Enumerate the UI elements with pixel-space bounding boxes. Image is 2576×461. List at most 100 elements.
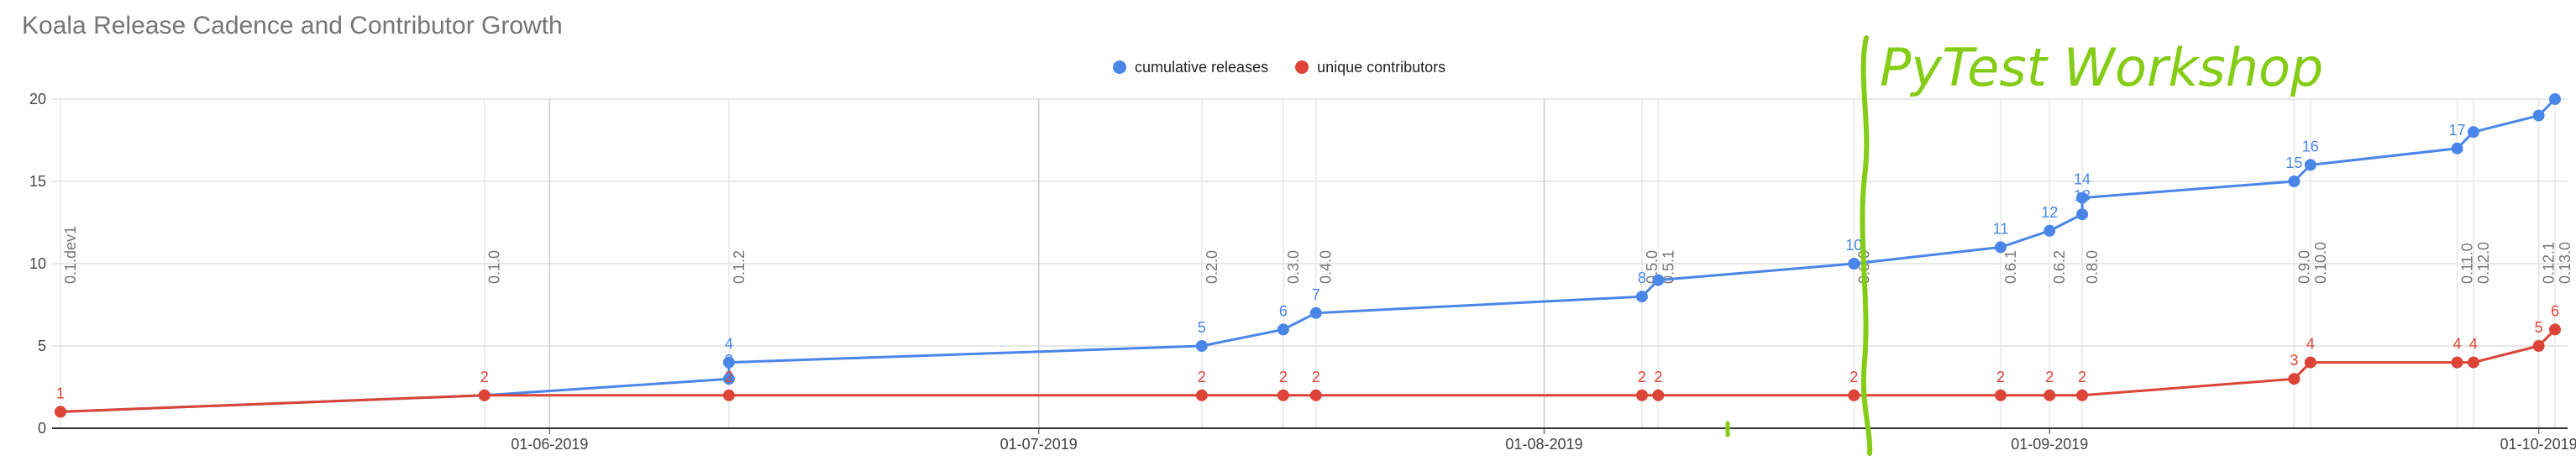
x-tick-label: 01-06-2019 [511,436,588,453]
data-point-contributors [1195,389,1208,401]
data-point-cumulative [1635,291,1648,303]
x-tick-label: 01-08-2019 [1505,436,1582,453]
data-point-cumulative [1652,274,1665,286]
data-label-contributors: 2 [1312,369,1320,385]
data-point-cumulative [2288,175,2301,187]
data-label-cumulative: 16 [2302,138,2319,155]
data-label-cumulative: 11 [1993,220,2009,237]
legend[interactable]: cumulative releases unique contributors [1113,57,1472,77]
annotation-label: 0.1.2 [731,250,748,284]
data-point-cumulative [2043,224,2056,237]
x-tick-label: 01-09-2019 [2011,436,2088,453]
data-label-contributors: 2 [480,369,489,385]
data-label-contributors: 4 [2306,336,2315,353]
data-point-contributors [2467,356,2479,369]
data-point-contributors [1995,389,2007,401]
data-label-contributors: 2 [1198,369,1206,385]
annotation-label: 0.6.2 [2051,250,2068,284]
annotation-label: 0.13.0 [2557,242,2573,284]
data-point-cumulative [2532,109,2545,122]
series-line-contributors [60,328,2557,413]
annotation-label: 0.11.0 [2459,243,2476,284]
data-label-contributors: 2 [1996,369,2005,385]
data-point-contributors [2532,340,2545,352]
data-label-cumulative: 7 [1312,286,1320,303]
data-point-cumulative [1848,258,1860,270]
legend-item-cumulative[interactable]: cumulative releases [1113,59,1268,76]
data-point-contributors [1652,389,1665,401]
data-label-cumulative: 14 [2074,171,2091,188]
annotation-label: 0.9.0 [2295,250,2312,284]
data-label-cumulative: 17 [2449,122,2466,139]
annotation-label: 0.12.0 [2475,242,2492,284]
data-label-contributors: 2 [2045,369,2054,385]
data-label-contributors: 2 [1638,369,1646,385]
annotation-label: 0.3.0 [1285,250,1302,284]
data-label-contributors: 4 [2469,336,2478,353]
data-label-contributors: 4 [2453,336,2462,353]
handwritten-vertical-line [1860,35,1873,456]
annotation-label: 0.5.1 [1660,250,1676,284]
legend-item-contributors[interactable]: unique contributors [1295,59,1445,76]
y-tick-label: 5 [38,338,46,354]
data-point-contributors [1848,389,1860,401]
data-point-contributors [722,389,735,401]
annotation-layer: 0.1.dev1 0.1.0 0.1.2 0.2.0 0.3.0 0.4.0 0.5.0 0.… [60,99,2573,428]
data-point-cumulative [2304,159,2316,171]
annotation-label: 0.10.0 [2312,242,2329,284]
x-tick-label: 01-10-2019 [2500,436,2576,453]
data-label-contributors: 5 [2535,319,2543,336]
annotation-label: 0.6.1 [2002,250,2019,284]
data-point-contributors [1277,389,1289,401]
series-layer [55,93,2561,418]
annotation-label: 0.4.0 [1318,250,1335,284]
data-label-contributors: 2 [1849,369,1858,385]
data-point-cumulative [1195,340,1208,352]
data-point-cumulative [2467,126,2479,139]
data-point-cumulative [722,356,735,369]
data-point-cumulative [1277,323,1289,336]
data-label-contributors: 2 [1654,369,1662,385]
grid-layer [52,98,2568,428]
legend-label-cumulative: cumulative releases [1135,58,1269,76]
data-point-cumulative [722,373,735,385]
y-tick-label: 20 [29,91,46,107]
data-point-contributors [478,389,491,401]
y-tick-label: 15 [29,173,46,190]
legend-dot-contributors [1295,60,1309,74]
data-label-contributors: 2 [725,369,733,385]
data-point-cumulative [2549,93,2561,105]
data-point-cumulative [1309,306,1322,319]
data-point-contributors [1635,389,1648,401]
data-label-contributors: 2 [2078,369,2086,385]
data-label-cumulative: 10 [1845,237,1862,254]
data-point-cumulative [2451,142,2463,155]
legend-label-contributors: unique contributors [1317,58,1446,76]
data-point-contributors [2288,373,2301,385]
data-point-cumulative [1995,241,2007,254]
chart-title: Koala Release Cadence and Contributor Gr… [22,12,563,39]
data-label-contributors: 1 [56,385,65,401]
legend-dot-cumulative [1113,60,1126,74]
data-label-cumulative: 13 [2074,187,2091,204]
data-label-cumulative: 8 [1638,270,1646,286]
data-label-cumulative: 5 [1198,319,1206,336]
data-point-cumulative [2076,208,2089,221]
data-label-cumulative: 4 [725,336,733,353]
handwriting-layer: PyTest Workshop [1725,35,2323,456]
data-label-cumulative: 12 [2041,204,2058,221]
data-point-contributors [2304,356,2316,369]
data-label-cumulative: 3 [725,352,733,369]
data-label-cumulative: 15 [2285,155,2302,171]
y-tick-label: 0 [38,420,46,437]
annotation-label: 0.2.0 [1204,250,1220,284]
data-point-contributors [2451,356,2463,369]
data-point-contributors [2549,323,2561,336]
handwritten-note: PyTest Workshop [1880,37,2323,98]
data-point-contributors [1309,389,1322,401]
data-point-contributors [2043,389,2056,401]
series-line-cumulative [60,97,2557,413]
